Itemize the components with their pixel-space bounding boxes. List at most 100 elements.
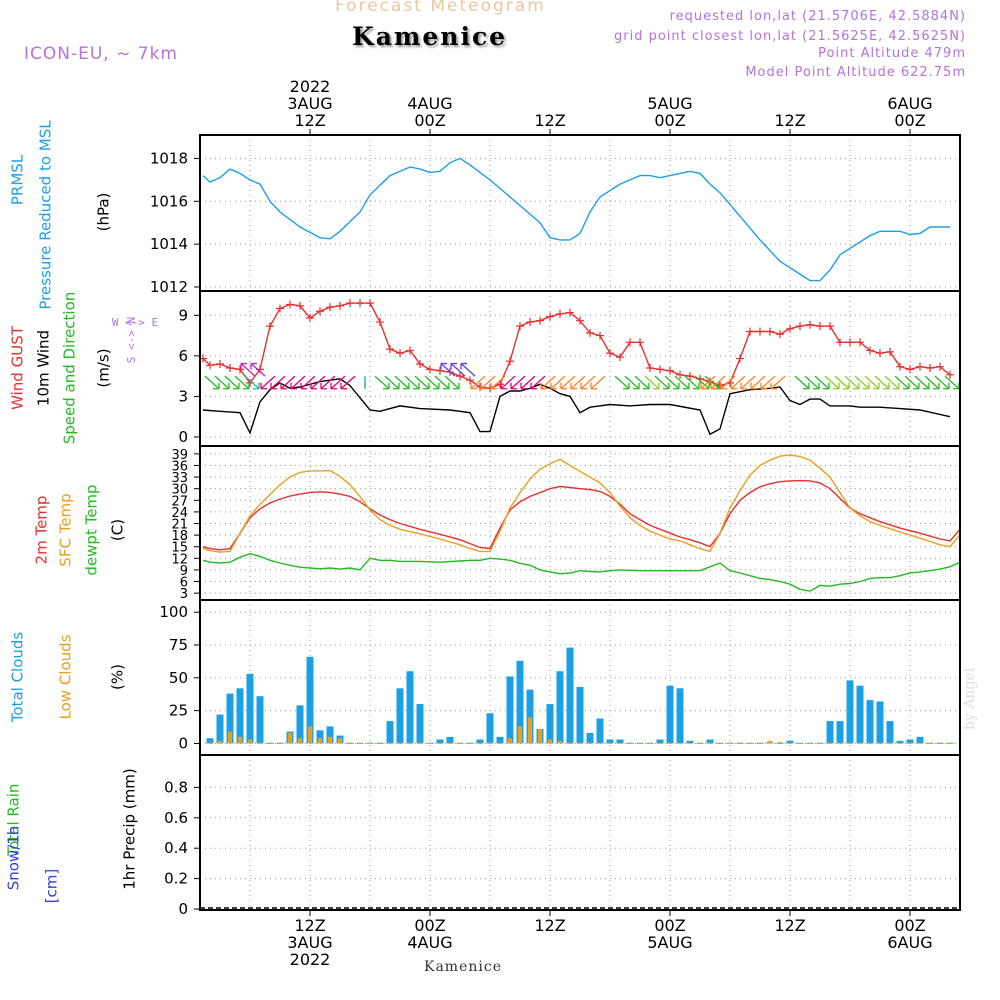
wind-arrow [924,375,940,390]
wind-arrow-head [863,382,870,390]
cloud-bar [596,718,604,744]
axis-label: 10m Wind [35,330,53,406]
wind-arrow-head [770,382,777,390]
axis-label: (%) [109,664,127,690]
wind-arrow [570,375,586,390]
series-line [202,302,951,390]
wind-arrow [404,375,420,390]
wind-arrow-head [923,382,930,390]
data-point [586,328,594,337]
cloud-bar [277,742,283,744]
data-point [756,327,764,336]
wind-arrow-head [590,382,597,390]
cloud-bar [386,721,394,744]
cloud-bar [786,740,794,744]
cloud-bar [757,742,763,744]
wind-arrow [250,363,266,377]
wind-arrow [740,375,756,390]
axis-label: Total Rain [5,784,23,858]
wind-arrow-head [803,382,810,390]
wind-arrow-head [913,382,920,390]
wind-arrow-head [500,382,507,390]
cloud-bar [296,705,304,744]
data-point [496,380,504,389]
series-line [202,157,950,282]
wind-arrow-head [540,382,547,390]
data-point [846,338,854,347]
series-line [202,479,961,551]
time-tick-label: 12Z [774,916,805,935]
wind-arrow [730,375,746,390]
data-point [206,361,214,370]
product-title: Forecast Meteogram [335,0,546,16]
wind-arrow [770,375,786,390]
series-line [202,378,951,436]
cloud-bar [707,742,713,744]
time-tick-label: 6AUG [887,94,932,113]
cloud-bar [717,742,723,744]
data-point [736,354,744,363]
cloud-bar [476,739,484,744]
data-point [646,364,654,373]
cloud-bar [497,742,503,744]
cloud-bar [647,742,653,744]
time-tick-label: 12Z [294,916,325,935]
cloud-bar [846,680,854,744]
wind-arrow [260,375,276,390]
cloud-bar [217,740,223,744]
wind-arrow [290,375,306,390]
wind-arrow [854,375,870,390]
y-tick-label: 12 [171,552,188,567]
cloud-bar [327,736,333,744]
y-tick-label: 0.4 [164,839,188,857]
time-tick-label: 5AUG [647,94,692,113]
location-title: Kamenice [352,22,508,51]
cloud-bar [586,732,594,744]
y-tick-label: 0.2 [164,870,188,888]
watermark: by Angel [962,667,978,730]
cloud-bar [867,742,873,744]
data-point [806,320,814,329]
wind-arrow [424,375,440,390]
data-point [456,372,464,381]
data-point [266,322,274,331]
y-tick-label: 0 [178,428,188,446]
gridpoint-coords: grid point closest lon,lat (21.5625E, 42… [614,29,966,44]
model-altitude: Model Point Altitude 622.75m [745,65,966,80]
data-point [796,322,804,331]
cloud-bar [666,685,674,744]
cloud-bar [686,740,694,744]
cloud-bar [467,742,473,744]
data-point [666,366,674,375]
wind-arrow-head [320,382,327,390]
wind-arrow [700,375,716,390]
wind-arrow [614,375,630,390]
axis-label: SFC Temp [57,493,75,566]
wind-arrow [460,363,476,377]
wind-arrow-head [310,382,317,390]
wind-arrow-head [643,382,650,390]
wind-arrow-head [833,382,840,390]
cloud-bar [676,688,684,744]
data-point [626,338,634,347]
data-point [896,362,904,371]
data-point [536,316,544,325]
cloud-bar [857,742,863,744]
wind-arrow [944,375,960,390]
wind-arrow-head [423,382,430,390]
wind-arrow-head [490,382,497,390]
y-tick-label: 25 [169,702,188,720]
wind-arrow-head [243,382,250,390]
axis-label: dewpt Temp [83,484,101,575]
wind-arrow [590,375,606,390]
wind-arrow-head [943,382,950,390]
cloud-bar [357,742,363,744]
wind-arrow-head [280,382,287,390]
data-point [276,304,284,313]
cloud-bar [537,729,543,744]
series-line [202,552,961,592]
wind-arrow-head [720,382,727,390]
y-tick-label: 15 [171,541,188,556]
data-point [606,349,614,358]
data-point [576,316,584,325]
